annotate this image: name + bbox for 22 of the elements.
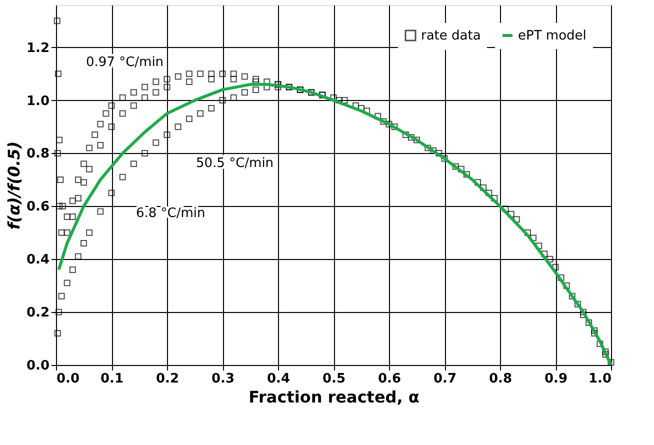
y-tick-label: 1.2 <box>26 40 50 56</box>
x-tick-label: 0.8 <box>488 372 512 386</box>
legend-label: rate data <box>421 28 481 44</box>
x-tick-label: 0.9 <box>544 372 568 386</box>
y-tick-label: 0.2 <box>26 306 50 321</box>
y-tick-label: 0.0 <box>26 358 50 374</box>
x-tick-label: 0.6 <box>378 372 402 386</box>
x-tick-label: 0.1 <box>100 372 124 386</box>
x-axis-title: Fraction reacted, α <box>248 388 420 406</box>
y-tick-label: 0.8 <box>26 146 50 162</box>
x-tick-label: 0.4 <box>266 372 290 386</box>
x-tick-label: 1.0 <box>588 372 612 386</box>
x-tick-label: 0.3 <box>211 372 235 386</box>
x-tick-label: 0.7 <box>433 372 457 386</box>
x-tick-label: 0.0 <box>56 372 80 386</box>
x-tick-label: 0.5 <box>322 372 346 386</box>
legend-label: ePT model <box>518 28 586 44</box>
y-tick-label: 1.0 <box>26 94 50 109</box>
y-tick-label: 0.6 <box>26 200 50 215</box>
y-tick-label: 0.4 <box>26 252 50 268</box>
x-tick-label: 0.2 <box>156 372 180 386</box>
y-axis-title: f(α)/f(0.5) <box>4 141 24 230</box>
